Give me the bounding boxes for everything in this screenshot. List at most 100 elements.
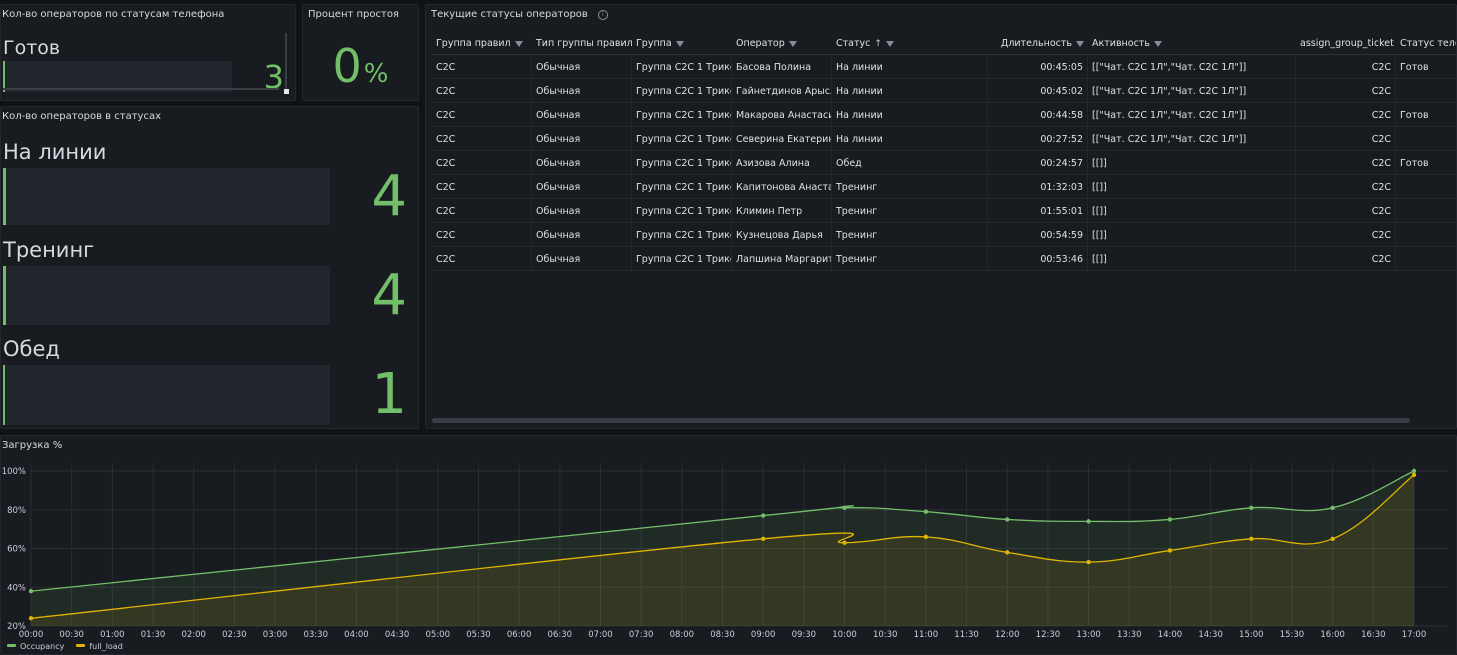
data-point <box>923 534 929 540</box>
table-cell: C2C <box>432 224 532 247</box>
table-cell: На линии <box>832 80 988 103</box>
data-point <box>1167 548 1173 553</box>
table-row[interactable]: C2C Обычная Группа C2C 1 Трикоз Климин Петр… <box>432 200 1456 224</box>
x-tick-label: 08:00 <box>670 630 695 640</box>
phone-status-panel: Кол-во операторов по статусам телефона Г… <box>0 4 296 101</box>
table-row[interactable]: C2C Обычная Группа C2C 1 Трикоз Капитонова … <box>432 176 1456 200</box>
table-cell: [[]] <box>1088 248 1296 271</box>
x-tick-label: 04:30 <box>385 630 410 640</box>
table-cell: C2C <box>432 128 532 151</box>
legend-item[interactable]: full_load <box>76 642 123 651</box>
horizontal-scrollbar[interactable] <box>432 418 1410 423</box>
table-cell: 00:44:58 <box>988 104 1088 127</box>
bar-fill <box>3 266 6 325</box>
phone-status-label: Готов <box>3 37 61 59</box>
column-header[interactable]: Статус ↑ <box>832 33 988 55</box>
table-cell: [[]] <box>1088 200 1296 223</box>
vertical-scrollbar[interactable] <box>285 33 287 93</box>
horizontal-scrollbar[interactable] <box>3 88 279 90</box>
bar-fill <box>3 61 5 92</box>
column-header[interactable]: Тип группы правил <box>532 33 632 55</box>
x-tick-label: 12:30 <box>1036 630 1061 640</box>
data-point <box>1005 517 1010 522</box>
status-label-training: Тренинг <box>3 238 95 262</box>
table-cell: C2C <box>1296 128 1396 151</box>
data-point <box>760 513 766 518</box>
x-tick-label: 06:30 <box>548 630 573 640</box>
table-cell: Группа C2C 1 Трикоз <box>632 224 732 247</box>
table-cell: [["Чат. C2C 1Л","Чат. C2C 1Л"]] <box>1088 104 1296 127</box>
column-header[interactable]: Группа <box>632 33 732 55</box>
table-cell: Обычная <box>532 248 632 271</box>
table-cell: Кузнецова Дарья <box>732 224 832 247</box>
column-header[interactable]: Группа правил <box>432 33 532 55</box>
filter-icon[interactable] <box>788 41 797 47</box>
column-header-label: Тип группы правил <box>536 38 632 49</box>
info-icon[interactable]: i <box>597 10 608 20</box>
legend-item[interactable]: Occupancy <box>7 642 64 651</box>
column-header[interactable]: Активность <box>1088 33 1296 55</box>
column-header[interactable]: Статус телефона <box>1396 33 1456 55</box>
table-cell <box>1396 224 1456 247</box>
filter-icon[interactable] <box>675 41 684 47</box>
table-cell: Северина Екатерина <box>732 128 832 151</box>
series-line <box>30 474 1415 619</box>
legend-swatch <box>7 644 16 647</box>
table-cell: Обед <box>832 152 988 175</box>
table-cell: Макарова Анастасия <box>732 104 832 127</box>
table-row[interactable]: C2C Обычная Группа C2C 1 Трикоз Северина Ек… <box>432 128 1456 152</box>
table-cell: 00:24:57 <box>988 152 1088 175</box>
x-tick-label: 08:30 <box>710 630 735 640</box>
x-tick-label: 05:00 <box>426 630 451 640</box>
column-header[interactable]: assign_group_ticket <box>1296 33 1396 55</box>
x-tick-label: 11:30 <box>954 630 979 640</box>
x-tick-label: 14:00 <box>1158 630 1183 640</box>
x-tick-label: 03:30 <box>303 630 328 640</box>
column-header-label: assign_group_ticket <box>1300 38 1394 49</box>
table-row[interactable]: C2C Обычная Группа C2C 1 Трикоз Лапшина Мар… <box>432 248 1456 272</box>
sort-ascending-icon[interactable]: ↑ <box>874 39 882 49</box>
table-cell: C2C <box>432 200 532 223</box>
table-cell: Группа C2C 1 Трикоз <box>632 104 732 127</box>
legend-label: Occupancy <box>20 642 65 651</box>
table-row[interactable]: C2C Обычная Группа C2C 1 Трикоз Макарова Ан… <box>432 104 1456 128</box>
data-point <box>842 505 847 511</box>
status-value-online: 4 <box>371 164 407 229</box>
idle-percent-panel: Процент простоя 0% <box>302 4 419 101</box>
column-header[interactable]: Длительность <box>988 33 1088 55</box>
table-cell: C2C <box>432 56 532 79</box>
table-row[interactable]: C2C Обычная Группа C2C 1 Трикоз Азизова Али… <box>432 152 1456 176</box>
table-cell <box>1396 248 1456 271</box>
panel-title: Загрузка % <box>2 440 63 451</box>
filter-icon[interactable] <box>514 41 523 47</box>
filter-icon[interactable] <box>885 41 894 47</box>
table-row[interactable]: C2C Обычная Группа C2C 1 Трикоз Кузнецова Д… <box>432 224 1456 248</box>
table-cell <box>1396 176 1456 199</box>
status-label-lunch: Обед <box>3 337 60 361</box>
status-bar-training <box>3 266 330 325</box>
table-cell: Тренинг <box>832 176 988 199</box>
table-cell: Обычная <box>532 80 632 103</box>
x-tick-label: 14:30 <box>1198 630 1223 640</box>
x-tick-label: 10:00 <box>832 630 857 640</box>
table-row[interactable]: C2C Обычная Группа C2C 1 Трикоз Гайнетдинов… <box>432 80 1456 104</box>
x-tick-label: 06:00 <box>507 630 532 640</box>
data-point <box>1330 505 1335 511</box>
table-cell: C2C <box>1296 56 1396 79</box>
status-value-lunch: 1 <box>371 362 407 427</box>
load-chart: 20% 40% 60% 80% 100% 00:00 00:30 01:00 01:30 02:0… <box>2 463 1448 640</box>
x-tick-label: 07:00 <box>588 630 613 640</box>
table-cell: Тренинг <box>832 248 988 271</box>
panel-title: Процент простоя <box>308 9 399 20</box>
data-point <box>923 509 929 514</box>
table-cell: C2C <box>432 80 532 103</box>
table-cell: [["Чат. C2C 1Л","Чат. C2C 1Л"]] <box>1088 56 1296 79</box>
filter-icon[interactable] <box>1076 41 1084 47</box>
table-cell: Тренинг <box>832 200 988 223</box>
table-cell: C2C <box>1296 176 1396 199</box>
column-header[interactable]: Оператор <box>732 33 832 55</box>
table-row[interactable]: C2C Обычная Группа C2C 1 Трикоз Басова Поли… <box>432 56 1456 80</box>
data-point <box>1249 505 1254 511</box>
table-header: Группа правил Тип группы правил Группа Опер… <box>432 33 1456 55</box>
filter-icon[interactable] <box>1153 41 1162 47</box>
